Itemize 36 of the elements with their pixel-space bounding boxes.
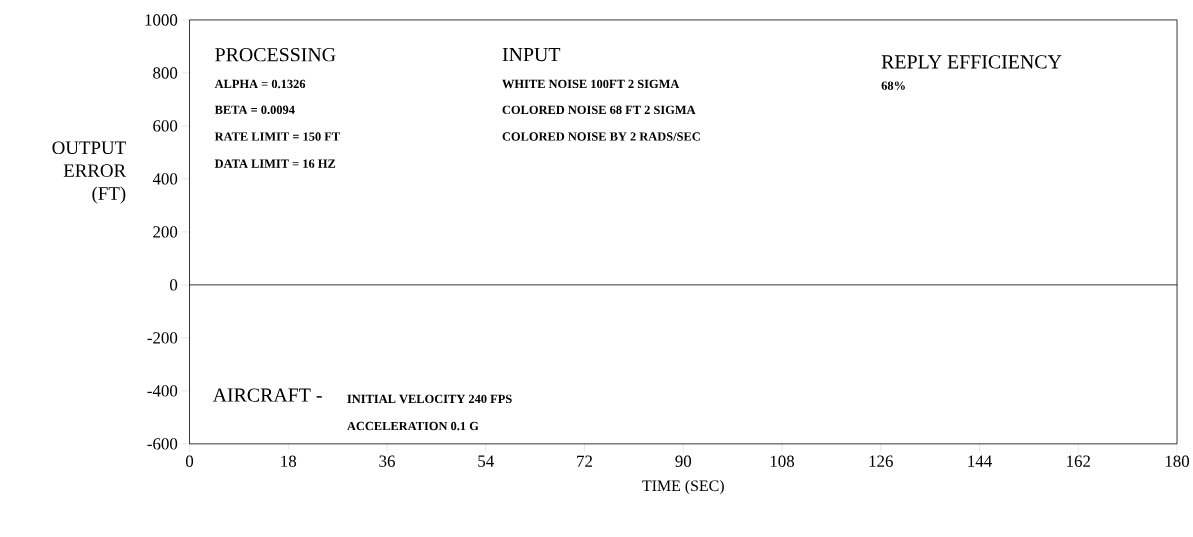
y-tick-label: -400 xyxy=(147,385,178,397)
annotation: RATE LIMIT = 150 FT xyxy=(214,132,340,141)
y-tick-label: 1000 xyxy=(145,14,178,26)
x-tick-label: 90 xyxy=(675,455,692,468)
y-tick-label: 400 xyxy=(152,173,178,185)
annotation: REPLY EFFICIENCY xyxy=(881,55,1062,69)
annotation: ACCELERATION 0.1 G xyxy=(347,422,479,431)
x-tick-label: 36 xyxy=(379,455,395,468)
annotation: 68% xyxy=(881,81,905,91)
annotation: PROCESSING xyxy=(215,48,336,62)
x-tick-label: 72 xyxy=(577,455,593,467)
annotation: COLORED NOISE BY 2 RADS/SEC xyxy=(502,132,700,141)
x-tick-label: 54 xyxy=(478,455,494,468)
y-tick-label: 200 xyxy=(153,226,178,238)
x-tick-label: 108 xyxy=(770,455,795,468)
annotation: INITIAL VELOCITY 240 FPS xyxy=(347,394,512,404)
y-tick-label: 800 xyxy=(153,67,178,79)
annotation: COLORED NOISE 68 FT 2 SIGMA xyxy=(502,105,696,115)
x-tick-label: 180 xyxy=(1165,455,1190,468)
x-tick-label: 0 xyxy=(185,455,194,468)
annotation: AIRCRAFT - xyxy=(212,388,322,402)
x-tick-label: 126 xyxy=(869,455,893,468)
x-tick-label: 162 xyxy=(1067,455,1091,468)
y-tick-label: 0 xyxy=(170,279,178,291)
y-tick-label: 600 xyxy=(153,120,178,132)
annotation: WHITE NOISE 100FT 2 SIGMA xyxy=(502,79,680,89)
annotation: ALPHA = 0.1326 xyxy=(214,79,306,89)
y-axis-title: OUTPUT ERROR (FT) xyxy=(52,141,127,204)
x-tick-label: 144 xyxy=(968,455,992,467)
y-tick-label: -200 xyxy=(147,332,178,344)
annotation: INPUT xyxy=(502,48,561,62)
x-axis-title: TIME (SEC) xyxy=(642,480,724,495)
annotation: DATA LIMIT = 16 HZ xyxy=(214,159,336,169)
annotation: BETA = 0.0094 xyxy=(214,105,295,115)
x-tick-label: 18 xyxy=(281,455,297,468)
y-tick-label: -600 xyxy=(147,438,178,450)
